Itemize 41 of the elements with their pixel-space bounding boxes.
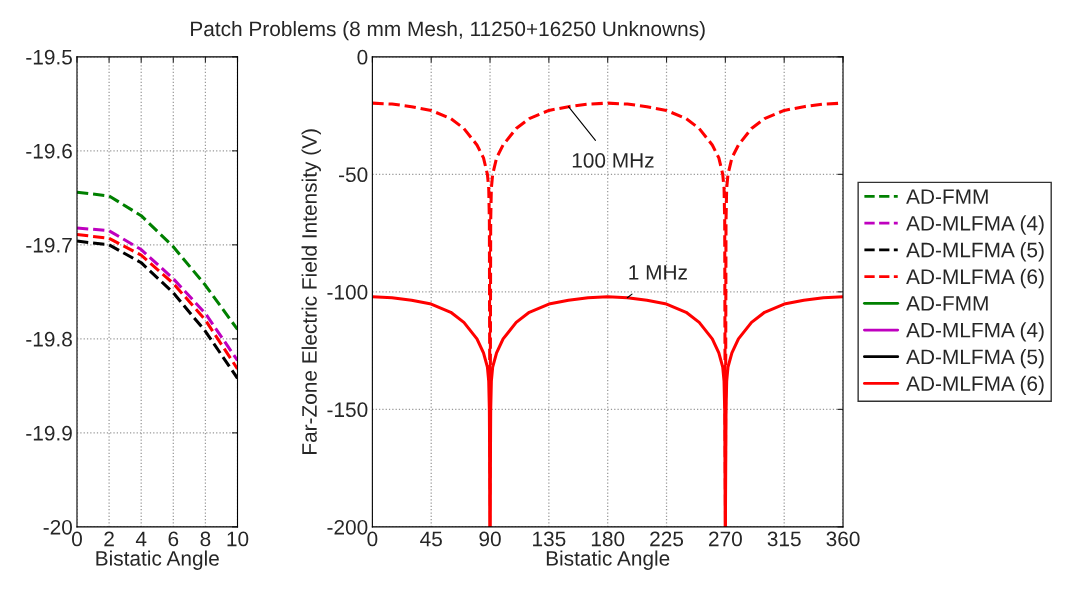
- x-tick-label: 180: [591, 531, 625, 547]
- legend-label: AD-MLFMA (6): [906, 375, 1044, 396]
- x-tick-label: 360: [826, 531, 860, 547]
- y-tick-label: 0: [357, 49, 368, 65]
- x-axis-title: Bistatic Angle: [96, 550, 219, 570]
- chart-title: Patch Problems (8 mm Mesh, 11250+16250 Unknowns): [191, 20, 705, 41]
- y-tick-label: -200: [327, 519, 368, 535]
- y-tick-label: -150: [327, 402, 368, 418]
- y-tick-label: -100: [327, 284, 368, 300]
- x-tick-label: 270: [709, 531, 742, 547]
- annotation: 100 MHz: [572, 153, 654, 168]
- x-tick-label: 6: [168, 531, 179, 547]
- x-axis-title: Bistatic Angle: [546, 550, 670, 570]
- line-series: [76, 190, 238, 331]
- y-tick-label: -19.5: [26, 49, 72, 65]
- y-tick-label: -20: [43, 519, 73, 535]
- legend-label: AD-MLFMA (5): [906, 348, 1044, 369]
- legend-label: AD-MLFMA (5): [906, 242, 1044, 262]
- y-axis-title: Far-Zone Electric Field Intensity (V): [301, 129, 321, 454]
- x-tick-label: 8: [200, 531, 211, 547]
- legend-label: AD-FMM: [906, 189, 988, 204]
- x-tick-label: 0: [72, 531, 82, 547]
- legend-label: AD-MLFMA (6): [906, 268, 1044, 289]
- x-tick-label: 135: [533, 531, 566, 547]
- x-tick-label: 2: [104, 531, 114, 547]
- legend-label: AD-MLFMA (4): [906, 215, 1044, 235]
- y-tick-label: -19.7: [26, 237, 72, 253]
- legend-label: AD-MLFMA (4): [906, 322, 1044, 342]
- y-tick-label: -50: [339, 167, 368, 183]
- x-tick-label: 315: [767, 531, 801, 547]
- x-tick-label: 0: [367, 531, 378, 547]
- legend-label: AD-FMM: [906, 296, 988, 311]
- y-tick-label: -19.8: [26, 331, 72, 347]
- y-tick-label: -19.6: [26, 143, 72, 159]
- annotation: 1 MHz: [629, 265, 687, 280]
- x-tick-label: 90: [479, 531, 501, 547]
- x-tick-label: 4: [135, 531, 147, 547]
- y-tick-label: -19.9: [26, 425, 72, 441]
- x-tick-label: 10: [227, 531, 249, 547]
- x-tick-label: 225: [650, 531, 684, 547]
- x-tick-label: 45: [420, 531, 442, 547]
